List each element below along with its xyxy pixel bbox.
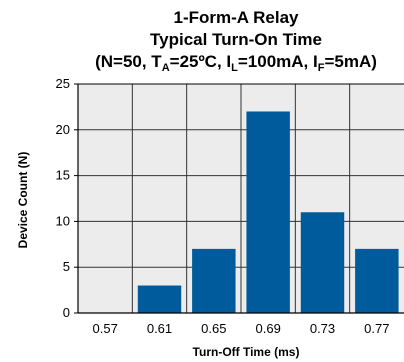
x-tick-label-0.57: 0.57: [93, 321, 118, 336]
x-axis-label: Turn-Off Time (ms): [193, 345, 300, 359]
chart-title-line-1: 1-Form-A Relay: [173, 8, 299, 27]
y-axis-label: Device Count (N): [16, 152, 30, 249]
conditions-open: (N=50, T: [95, 52, 162, 71]
conditions-ta-sub: A: [162, 62, 170, 74]
bar-0.69: [246, 111, 290, 313]
y-tick-label-20: 20: [56, 122, 70, 137]
x-tick-label-0.61: 0.61: [147, 321, 172, 336]
bar-0.73: [300, 212, 345, 313]
conditions-if-rest: =5mA): [324, 52, 376, 71]
chart-conditions: (N=50, TA=25ºC, IL=100mA, IF=5mA): [95, 52, 377, 74]
chart-title-line-2: Typical Turn-On Time: [150, 30, 322, 49]
conditions-if-sub: F: [318, 62, 325, 74]
bar-0.61: [137, 285, 182, 313]
x-tick-label-0.65: 0.65: [201, 321, 226, 336]
y-tick-label-0: 0: [63, 305, 70, 320]
y-tick-label-15: 15: [56, 168, 70, 183]
y-tick-label-25: 25: [56, 76, 70, 91]
conditions-ta-rest: =25ºC, I: [170, 52, 232, 71]
conditions-il-sub: L: [231, 62, 238, 74]
bar-0.77: [355, 248, 399, 313]
plot-area: 0 5 10 15 20 25 0.57 0.61 0.65 0.69 0.73 0.77: [56, 76, 404, 336]
x-tick-label-0.73: 0.73: [310, 321, 335, 336]
y-tick-label-5: 5: [63, 259, 70, 274]
x-tick-label-0.69: 0.69: [256, 321, 281, 336]
bar-0.65: [192, 248, 236, 313]
x-tick-label-0.77: 0.77: [364, 321, 389, 336]
y-tick-label-10: 10: [56, 213, 70, 228]
conditions-il-rest: =100mA, I: [238, 52, 318, 71]
